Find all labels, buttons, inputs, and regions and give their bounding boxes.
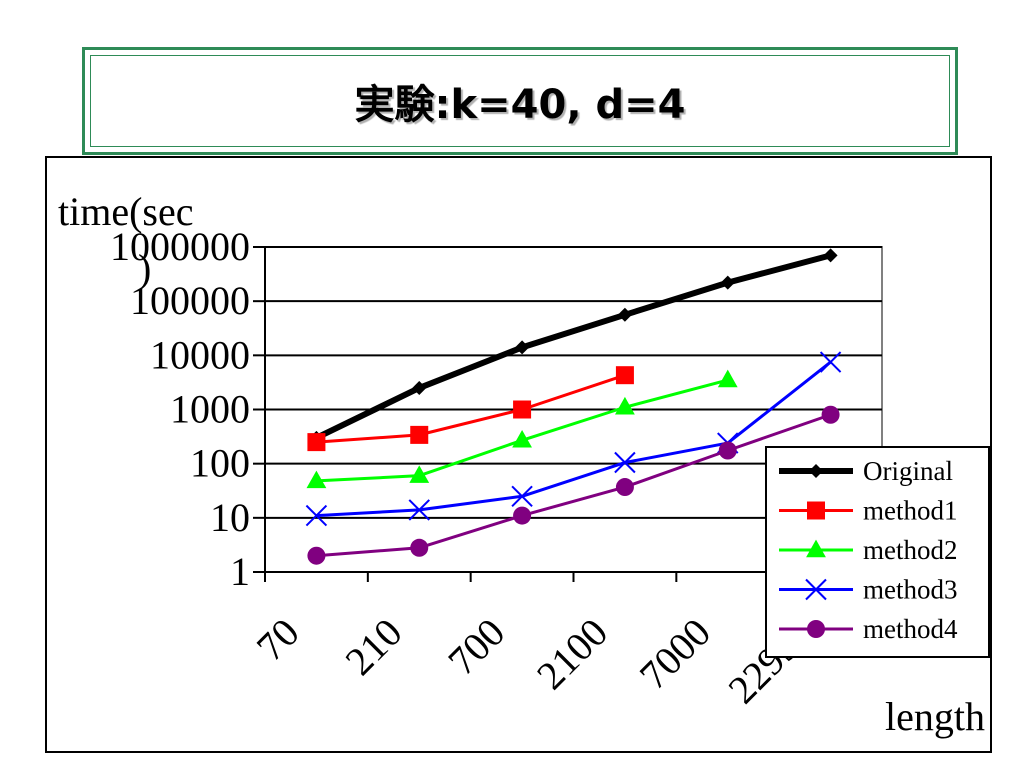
data-point-method3 xyxy=(511,485,533,507)
data-point-method2 xyxy=(306,470,327,489)
data-point-method2 xyxy=(512,429,532,448)
y-tick-label: 1000 xyxy=(170,387,250,432)
x-tick-label: 700 xyxy=(439,610,513,684)
data-point-method2 xyxy=(615,396,635,415)
series-line-method4 xyxy=(316,413,832,558)
data-point-original xyxy=(720,275,735,290)
data-point-method4 xyxy=(615,478,634,497)
data-point-method4 xyxy=(307,546,326,565)
y-axis-title: time(sec xyxy=(58,189,194,234)
data-point-method3-stroke xyxy=(305,504,328,527)
y-axis-title-wrap: ) xyxy=(138,246,151,291)
legend-marker-method4 xyxy=(807,620,825,638)
data-point-method3 xyxy=(614,451,636,474)
legend-marker-method1 xyxy=(807,501,825,520)
x-tick-label: 7000 xyxy=(631,610,719,698)
legend-marker-original xyxy=(809,464,823,478)
legend-marker-method3 xyxy=(805,578,827,601)
y-tick-label: 1 xyxy=(230,549,250,594)
series-line-method3 xyxy=(316,360,832,518)
legend-label-method4: method4 xyxy=(863,614,958,644)
legend-label-method1: method1 xyxy=(863,496,958,526)
data-point-original xyxy=(823,248,838,263)
title-box: 実験:k=40, d=4 xyxy=(82,47,958,155)
legend-label-original: Original xyxy=(863,456,953,486)
title-inner-border: 実験:k=40, d=4 xyxy=(90,55,950,147)
legend-box xyxy=(765,446,990,658)
chart-title: 実験:k=40, d=4 xyxy=(354,82,686,128)
data-point-method3-stroke xyxy=(408,499,430,521)
y-tick-label: 1000000 xyxy=(110,224,250,269)
data-point-method4 xyxy=(513,506,532,525)
series-line-method1 xyxy=(316,373,626,444)
data-point-method4 xyxy=(410,538,429,557)
y-tick-label: 10 xyxy=(210,495,250,540)
data-point-method3-stroke xyxy=(511,485,533,507)
data-point-method2 xyxy=(717,369,738,388)
data-point-method2 xyxy=(409,465,430,483)
data-point-method4 xyxy=(821,405,840,424)
y-tick-label: 100 xyxy=(190,441,250,486)
data-point-method1 xyxy=(307,433,326,452)
data-point-method3 xyxy=(819,351,842,373)
data-point-method4 xyxy=(718,441,737,460)
data-point-original xyxy=(412,380,427,395)
data-point-method3-stroke xyxy=(614,451,636,474)
data-point-method1 xyxy=(410,425,429,444)
legend-label-method2: method2 xyxy=(863,535,958,565)
series-line-original xyxy=(315,252,832,441)
data-point-original xyxy=(617,307,632,322)
data-point-method3 xyxy=(305,504,328,527)
legend-marker-method2 xyxy=(806,539,826,558)
data-point-method3-stroke xyxy=(819,351,842,373)
data-point-method3 xyxy=(408,499,430,521)
data-point-method1 xyxy=(615,366,634,385)
y-tick-label: 10000 xyxy=(150,332,250,377)
legend-marker-method3-stroke xyxy=(805,578,827,601)
x-tick-label: 2100 xyxy=(528,610,616,698)
x-tick-label: 70 xyxy=(248,610,308,670)
x-axis-title: length xyxy=(885,694,985,739)
data-point-original xyxy=(515,340,530,355)
data-point-method1 xyxy=(513,400,532,419)
legend-label-method3: method3 xyxy=(863,575,958,605)
y-tick-label: 100000 xyxy=(130,278,250,323)
x-tick-label: 210 xyxy=(336,610,410,684)
